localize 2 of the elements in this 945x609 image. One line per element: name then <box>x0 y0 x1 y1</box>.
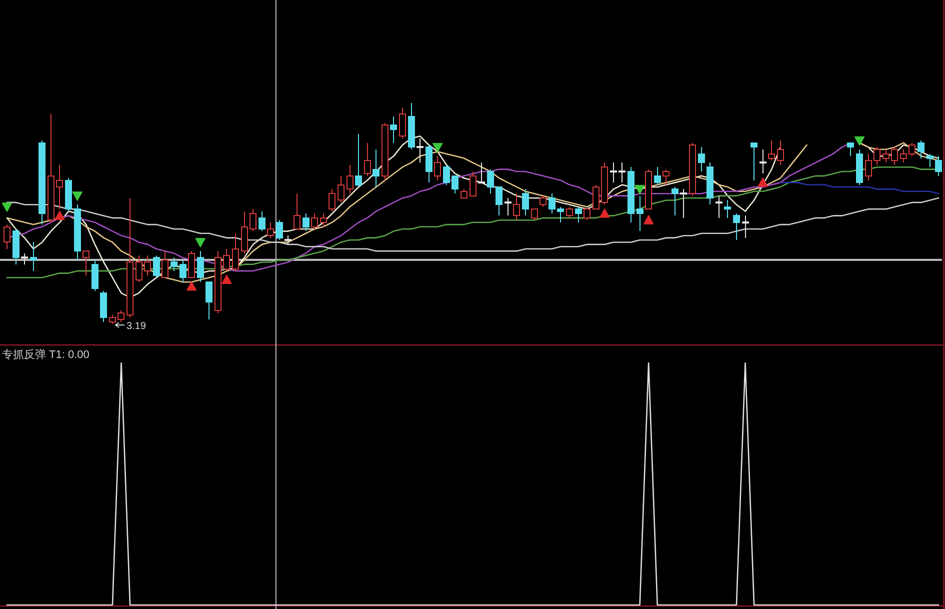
title: 专抓反弹 T1: 0.00 <box>2 349 90 361</box>
annotation: 3.19 <box>126 321 146 332</box>
